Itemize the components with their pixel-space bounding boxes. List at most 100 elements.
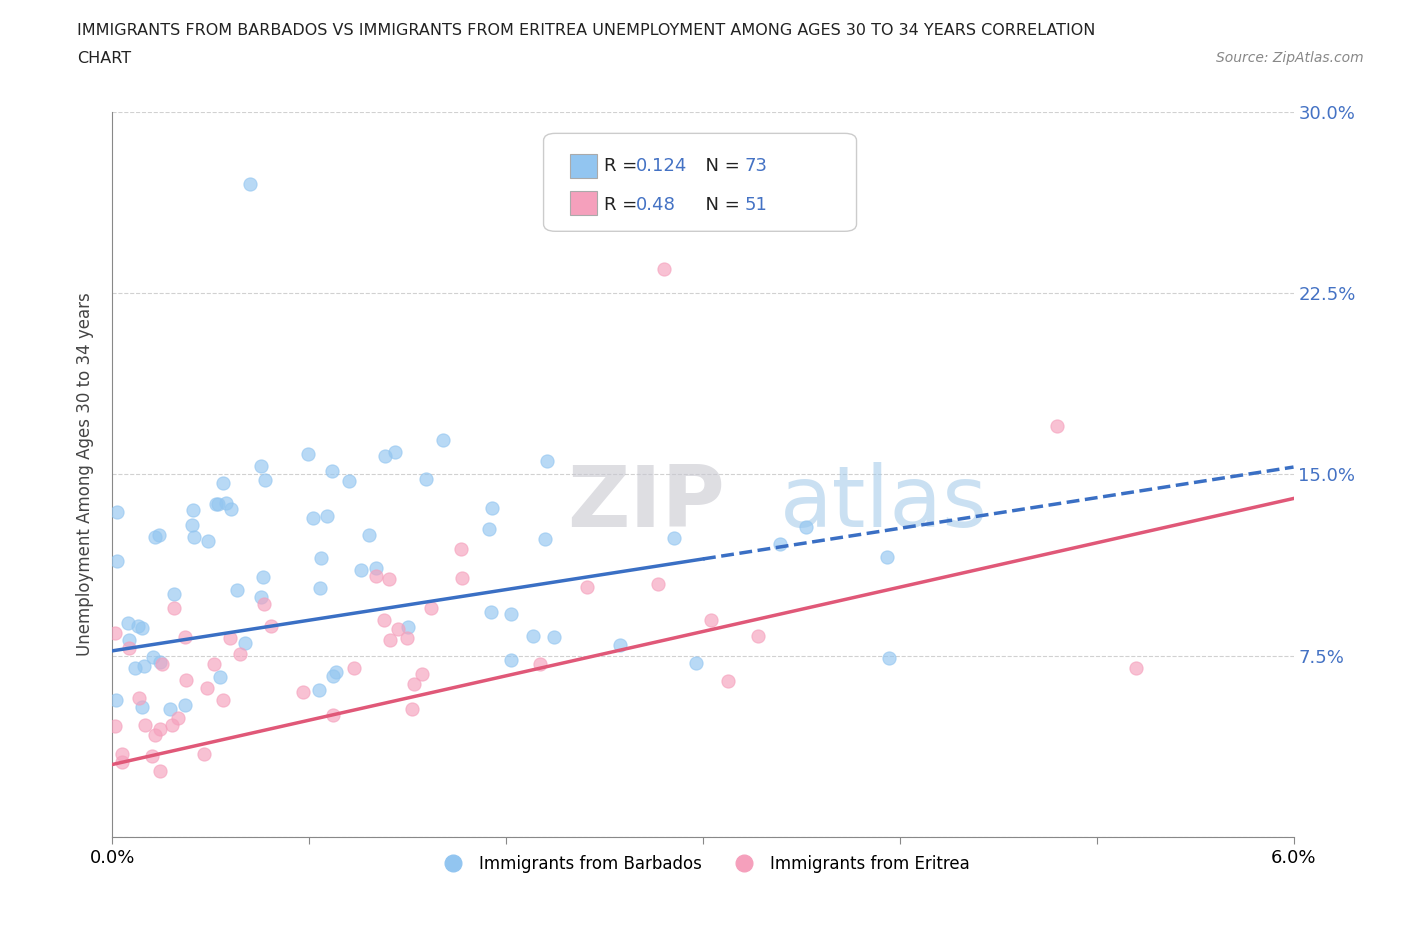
Point xyxy=(292,684,315,699)
Point xyxy=(226,582,249,597)
Point xyxy=(647,577,669,591)
Point xyxy=(302,511,325,525)
Point xyxy=(364,561,387,576)
FancyBboxPatch shape xyxy=(569,191,596,215)
Point xyxy=(207,497,229,512)
Point xyxy=(794,520,817,535)
Point xyxy=(195,681,218,696)
FancyBboxPatch shape xyxy=(544,133,856,232)
Point xyxy=(415,472,437,486)
Point xyxy=(325,664,347,679)
Point xyxy=(322,708,344,723)
Point xyxy=(402,677,425,692)
Point xyxy=(499,652,522,667)
Point xyxy=(536,453,558,468)
Point xyxy=(876,550,898,565)
Point xyxy=(479,604,502,619)
Point xyxy=(111,754,134,769)
Point xyxy=(700,613,723,628)
Point xyxy=(349,563,371,578)
Point xyxy=(401,702,423,717)
Point xyxy=(229,647,252,662)
Point xyxy=(166,711,188,725)
Point xyxy=(214,496,236,511)
Point xyxy=(250,458,273,473)
Point xyxy=(252,570,274,585)
Point xyxy=(142,650,165,665)
Point xyxy=(309,551,332,565)
Point xyxy=(396,619,419,634)
Point xyxy=(254,472,277,487)
Point xyxy=(384,445,406,459)
Point xyxy=(533,532,555,547)
Point xyxy=(104,719,127,734)
Point xyxy=(297,446,319,461)
Point xyxy=(148,527,170,542)
Point xyxy=(131,699,153,714)
Point xyxy=(609,638,631,653)
Point xyxy=(163,586,186,601)
Point xyxy=(235,635,257,650)
Point xyxy=(174,672,197,687)
Point xyxy=(373,612,395,627)
Point xyxy=(529,657,551,671)
Point xyxy=(685,656,707,671)
FancyBboxPatch shape xyxy=(569,154,596,179)
Point xyxy=(134,658,156,673)
Point xyxy=(366,568,388,583)
Text: atlas: atlas xyxy=(780,462,988,545)
Point xyxy=(149,721,172,736)
Point xyxy=(260,619,283,634)
Point xyxy=(219,501,242,516)
Point xyxy=(118,632,141,647)
Point xyxy=(124,660,146,675)
Point xyxy=(343,661,366,676)
Point xyxy=(180,518,202,533)
Point xyxy=(105,553,128,568)
Point xyxy=(118,641,141,656)
Point xyxy=(420,601,443,616)
Point xyxy=(1125,660,1147,675)
Point xyxy=(134,717,156,732)
Y-axis label: Unemployment Among Ages 30 to 34 years: Unemployment Among Ages 30 to 34 years xyxy=(76,292,94,657)
Point xyxy=(337,473,360,488)
Point xyxy=(411,667,433,682)
Point xyxy=(239,177,262,192)
Point xyxy=(159,701,181,716)
Point xyxy=(143,727,166,742)
Point xyxy=(543,630,565,644)
Legend: Immigrants from Barbados, Immigrants from Eritrea: Immigrants from Barbados, Immigrants fro… xyxy=(429,848,977,880)
Point xyxy=(387,622,409,637)
Point xyxy=(315,508,337,523)
Point xyxy=(1046,418,1069,433)
Text: N =: N = xyxy=(693,196,745,215)
Point xyxy=(127,618,149,633)
Point xyxy=(128,691,150,706)
Point xyxy=(357,527,380,542)
Point xyxy=(450,541,472,556)
Point xyxy=(208,670,231,684)
Point xyxy=(183,529,205,544)
Text: 0.48: 0.48 xyxy=(636,196,675,215)
Text: ZIP: ZIP xyxy=(567,462,725,545)
Text: 0.124: 0.124 xyxy=(636,156,688,175)
Point xyxy=(181,502,204,517)
Point xyxy=(374,448,396,463)
Point xyxy=(308,683,330,698)
Point xyxy=(143,529,166,544)
Point xyxy=(309,581,332,596)
Point xyxy=(111,746,134,761)
Text: N =: N = xyxy=(693,156,745,175)
Point xyxy=(202,657,225,671)
Point xyxy=(105,504,128,519)
Point xyxy=(141,749,163,764)
Point xyxy=(322,669,344,684)
Point xyxy=(212,692,235,707)
Point xyxy=(250,590,273,604)
Point xyxy=(662,531,685,546)
Point xyxy=(499,606,522,621)
Point xyxy=(149,655,172,670)
Point xyxy=(321,464,343,479)
Point xyxy=(747,629,769,644)
Point xyxy=(652,261,675,276)
